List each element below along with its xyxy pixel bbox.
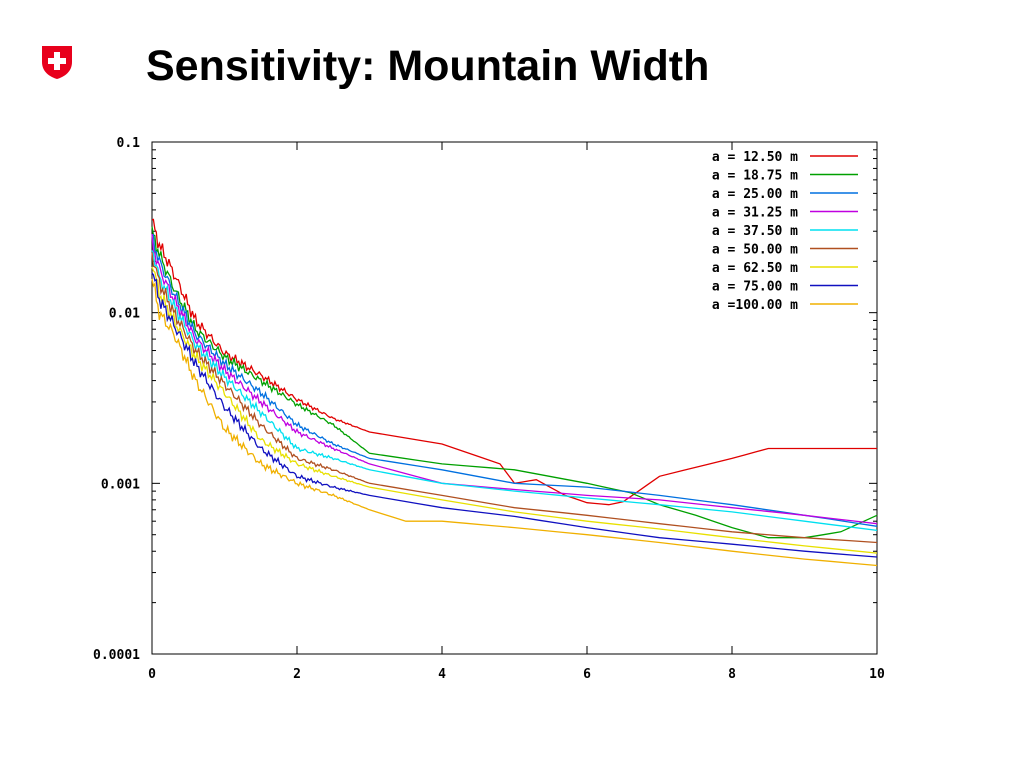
- series-line: [151, 218, 877, 506]
- legend-label: a = 75.00 m: [712, 280, 798, 295]
- legend-label: a = 25.00 m: [712, 187, 798, 202]
- legend-label: a =100.00 m: [712, 298, 798, 313]
- series-line: [151, 233, 878, 527]
- series-line: [151, 233, 878, 525]
- series-line: [151, 272, 878, 558]
- legend-label: a = 12.50 m: [712, 150, 798, 165]
- x-tick-label: 8: [728, 667, 736, 682]
- legend-label: a = 18.75 m: [712, 169, 798, 184]
- legend-label: a = 31.25 m: [712, 206, 798, 221]
- page-title: Sensitivity: Mountain Width: [146, 42, 710, 90]
- series-line: [151, 252, 878, 544]
- legend-label: a = 62.50 m: [712, 261, 798, 276]
- legend-label: a = 37.50 m: [712, 224, 798, 239]
- x-tick-label: 2: [293, 667, 301, 682]
- swiss-cross-shield-icon: [42, 46, 72, 79]
- axis-ticks: 0 2 4 6 8 10 0.0001 0.001 0.01 0.1: [93, 136, 885, 682]
- legend-label: a = 50.00 m: [712, 243, 798, 258]
- series-line: [151, 278, 878, 567]
- x-tick-label: 0: [148, 667, 156, 682]
- series-line: [151, 266, 878, 554]
- y-tick-label: 0.1: [117, 136, 141, 151]
- y-tick-label: 0.01: [109, 307, 140, 322]
- x-tick-label: 4: [438, 667, 446, 682]
- y-tick-label: 0.0001: [93, 648, 140, 663]
- series-line: [151, 226, 878, 539]
- x-tick-label: 10: [869, 667, 885, 682]
- plot-area: [151, 141, 878, 655]
- series-lines: [151, 218, 878, 567]
- series-line: [151, 250, 878, 532]
- y-tick-label: 0.001: [101, 477, 140, 492]
- legend: a = 12.50 m a = 18.75 m a = 25.00 m a = 31.…: [712, 150, 858, 313]
- x-tick-label: 6: [583, 667, 591, 682]
